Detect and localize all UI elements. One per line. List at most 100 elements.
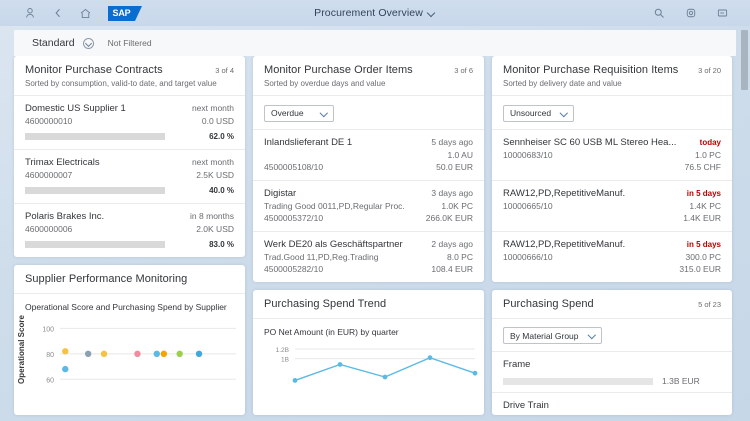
pr-material-name: RAW12,PD,RepetitiveManuf. [503, 187, 626, 199]
po-age: 2 days ago [431, 238, 473, 249]
po-number: 4500005282/10 [264, 263, 324, 274]
card-monitor-purchase-order-items[interactable]: Monitor Purchase Order Items 3 of 6 Sort… [253, 56, 484, 282]
unsourced-filter-select[interactable]: Unsourced [503, 104, 575, 122]
chevron-down-icon [321, 110, 328, 117]
progress-bar [25, 187, 165, 194]
chevron-down-icon [428, 9, 436, 17]
page-scrollbar[interactable] [741, 30, 748, 420]
contract-number: 4600000007 [25, 170, 73, 180]
list-item[interactable]: Polaris Brakes Inc. in 8 months 46000000… [14, 204, 245, 257]
card-subtitle: Sorted by consumption, valid-to date, an… [25, 79, 217, 88]
contract-date: in 8 months [190, 211, 234, 221]
sap-logo-text: SAP [112, 8, 131, 18]
pr-material-name: RAW12,PD,RepetitiveManuf. [503, 238, 626, 250]
svg-text:100: 100 [42, 326, 54, 333]
po-value: 108.4 EUR [431, 263, 473, 274]
card-title: Purchasing Spend [503, 297, 594, 310]
list-item[interactable]: RAW12,PD,RepetitiveManuf. in 5 days 1000… [492, 181, 732, 232]
variant-name[interactable]: Standard [32, 37, 75, 49]
list-item[interactable]: Inlandslieferant DE 1 5 days ago 1.0 AU … [253, 130, 484, 181]
card-count: 3 of 4 [215, 66, 234, 75]
card-supplier-performance-monitoring[interactable]: Supplier Performance Monitoring Operatio… [14, 265, 245, 415]
po-number: 4500005372/10 [264, 212, 324, 223]
line-chart[interactable]: 1.2B 1B [253, 337, 484, 404]
contract-supplier-name: Trimax Electricals [25, 157, 100, 168]
contract-value: 0.0 USD [201, 116, 234, 126]
column-3: Monitor Purchase Requisition Items 3 of … [492, 56, 732, 421]
card-title: Purchasing Spend Trend [264, 297, 387, 310]
sap-logo-triangle [135, 5, 142, 21]
spend-list-item[interactable]: Drive Train [492, 393, 732, 415]
card-count: 3 of 6 [454, 66, 473, 75]
user-icon[interactable] [22, 6, 37, 21]
scrollbar-thumb[interactable] [741, 30, 748, 90]
contract-number: 4600000010 [25, 116, 73, 126]
card-title: Monitor Purchase Requisition Items [503, 64, 679, 76]
list-item[interactable]: Werk DE20 als Geschäftspartner 2 days ag… [253, 232, 484, 282]
contract-date: next month [191, 103, 234, 113]
digital-assistant-icon[interactable] [683, 6, 698, 21]
card-header: Purchasing Spend Trend [253, 290, 484, 319]
card-monitor-purchase-requisition-items[interactable]: Monitor Purchase Requisition Items 3 of … [492, 56, 732, 282]
card-header: Supplier Performance Monitoring [14, 265, 245, 294]
pr-quantity: 1.0 PC [695, 149, 721, 160]
notes-icon[interactable] [715, 6, 730, 21]
po-description: Trad.Good 11,PD,Reg.Trading [264, 251, 379, 262]
chevron-down-icon [561, 110, 568, 117]
pr-due: in 5 days [686, 188, 721, 198]
card-count: 5 of 23 [698, 299, 721, 309]
card-title: Monitor Purchase Order Items [264, 64, 413, 76]
list-item[interactable]: Sennheiser SC 60 USB ML Stereo Hea... to… [492, 130, 732, 181]
chevron-down-icon[interactable] [82, 37, 94, 49]
chart-subtitle: Operational Score and Purchasing Spend b… [25, 302, 227, 312]
select-value: By Material Group [510, 330, 579, 341]
card-title: Monitor Purchase Contracts [25, 64, 163, 76]
po-quantity: 8.0 PC [447, 251, 473, 262]
pr-due: today [699, 137, 721, 147]
column-1: Monitor Purchase Contracts 3 of 4 Sorted… [14, 56, 245, 421]
card-header: Monitor Purchase Order Items 3 of 6 Sort… [253, 56, 484, 96]
card-purchasing-spend[interactable]: Purchasing Spend 5 of 23 By Material Gro… [492, 289, 732, 415]
pr-value: 1.4K EUR [683, 212, 721, 223]
spend-bar [503, 377, 653, 385]
pr-number: 10000683/10 [503, 149, 553, 160]
po-supplier-name: Werk DE20 als Geschäftspartner [264, 238, 403, 250]
contract-supplier-name: Polaris Brakes Inc. [25, 211, 105, 222]
search-icon[interactable] [651, 6, 666, 21]
progress-bar [25, 133, 165, 140]
back-chevron-icon[interactable] [50, 6, 65, 21]
material-group-select[interactable]: By Material Group [503, 327, 602, 344]
pr-number: 10000665/10 [503, 200, 553, 211]
filter-bar: Standard Not Filtered [14, 30, 736, 56]
list-item[interactable]: RAW12,PD,RepetitiveManuf. in 5 days 1000… [492, 232, 732, 282]
po-supplier-name: Digistar [264, 187, 297, 199]
svg-text:60: 60 [46, 377, 54, 384]
po-age: 3 days ago [431, 187, 473, 198]
spend-list-item[interactable]: Frame 1.3B EUR [492, 352, 732, 393]
card-grid: Monitor Purchase Contracts 3 of 4 Sorted… [0, 56, 750, 421]
spend-category-name: Frame [503, 359, 531, 370]
contract-value: 2.0K USD [196, 224, 234, 234]
sap-logo[interactable]: SAP [108, 5, 142, 21]
contract-percent: 40.0 % [209, 186, 234, 195]
card-monitor-purchase-contracts[interactable]: Monitor Purchase Contracts 3 of 4 Sorted… [14, 56, 245, 257]
card-count: 3 of 20 [698, 66, 721, 75]
overdue-filter-select[interactable]: Overdue [264, 104, 334, 122]
card-purchasing-spend-trend[interactable]: Purchasing Spend Trend PO Net Amount (in… [253, 289, 484, 415]
list-item[interactable]: Digistar 3 days ago Trading Good 0011,PD… [253, 181, 484, 232]
po-description: Trading Good 0011,PD,Regular Proc. [264, 200, 405, 211]
scatter-chart[interactable]: 60 80 100 Operational Score [14, 312, 245, 403]
home-icon[interactable] [78, 6, 93, 21]
progress-bar [25, 241, 165, 248]
contract-percent: 83.0 % [209, 240, 234, 249]
spend-value: 1.3B EUR [662, 376, 700, 386]
page-title: Procurement Overview [314, 7, 423, 19]
card-subtitle: Sorted by overdue days and value [264, 79, 386, 88]
contract-number: 4600000006 [25, 224, 73, 234]
list-item[interactable]: Domestic US Supplier 1 next month 460000… [14, 96, 245, 150]
column-2: Monitor Purchase Order Items 3 of 6 Sort… [253, 56, 484, 421]
svg-text:1.2B: 1.2B [276, 347, 289, 354]
card-title: Supplier Performance Monitoring [25, 273, 188, 285]
list-item[interactable]: Trimax Electricals next month 4600000007… [14, 150, 245, 204]
po-value: 266.0K EUR [425, 212, 473, 223]
